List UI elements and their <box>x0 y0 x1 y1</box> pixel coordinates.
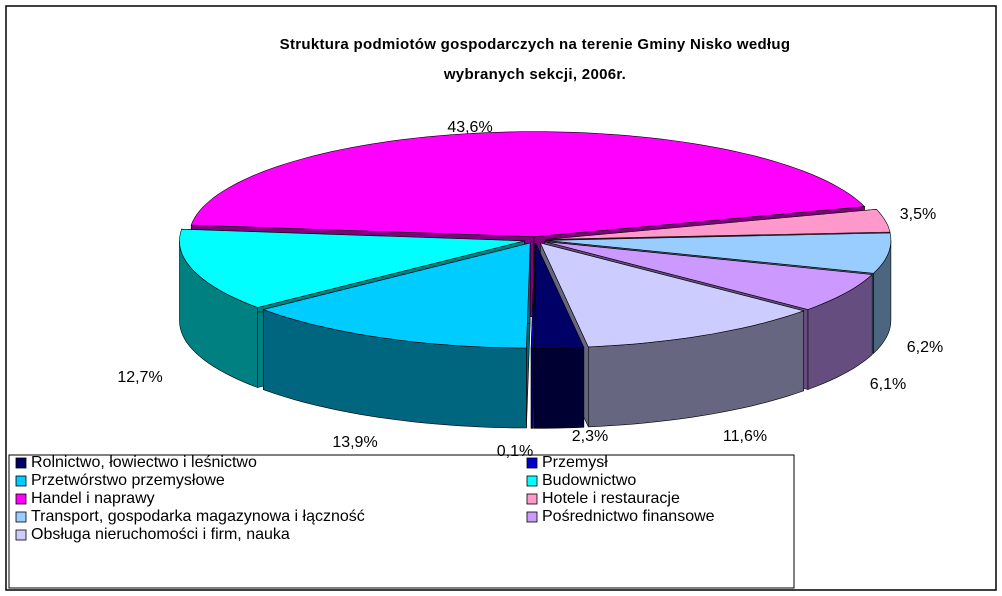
data-label: 11,6% <box>723 428 767 445</box>
legend-swatch <box>15 457 27 469</box>
slice <box>190 131 866 238</box>
slice <box>545 208 891 240</box>
data-label: 43,6% <box>447 119 492 136</box>
legend-label: Transport, gospodarka magazynowa i łączn… <box>31 508 365 525</box>
data-label: 3,5% <box>900 206 936 223</box>
legend-label: Handel i naprawy <box>31 490 155 507</box>
legend-swatch <box>526 511 538 523</box>
slice-wall <box>530 348 534 429</box>
slice-group <box>262 242 531 429</box>
slice <box>545 232 892 274</box>
legend-swatch <box>526 475 538 487</box>
slice-group <box>530 243 536 429</box>
slice <box>530 243 536 349</box>
legend-label: Pośrednictwo finansowe <box>542 508 715 525</box>
legend-swatch <box>15 475 27 487</box>
legend-swatch <box>526 493 538 505</box>
legend-swatch <box>15 493 27 505</box>
data-label: 2,3% <box>572 428 608 445</box>
slice <box>539 242 805 348</box>
slice <box>262 242 531 349</box>
legend-label: Rolnictwo, łowiectwo i leśnictwo <box>31 454 257 471</box>
data-label: 13,9% <box>332 434 377 451</box>
legend-swatch <box>526 457 538 469</box>
slice-wall <box>533 346 585 429</box>
legend-label: Przetwórstwo przemysłowe <box>31 472 225 489</box>
data-label: 6,1% <box>870 376 906 393</box>
slice <box>179 228 525 308</box>
legend-label: Obsługa nieruchomości i firm, nauka <box>31 526 290 543</box>
data-label: 0,1% <box>497 443 533 460</box>
legend-swatch <box>15 511 27 523</box>
legend-label: Przemysł <box>542 454 608 471</box>
slice <box>544 241 873 310</box>
slice-group <box>539 242 805 428</box>
data-label: 12,7% <box>117 369 162 386</box>
slice <box>533 243 585 349</box>
legend-swatch <box>15 529 27 541</box>
chart-title: Struktura podmiotów gospodarczych na ter… <box>279 36 791 83</box>
legend-label: Hotele i restauracje <box>542 490 680 507</box>
legend-frame <box>8 454 795 589</box>
legend-label: Budownictwo <box>542 472 636 489</box>
slice-group <box>533 243 585 429</box>
data-label: 6,2% <box>907 339 943 356</box>
